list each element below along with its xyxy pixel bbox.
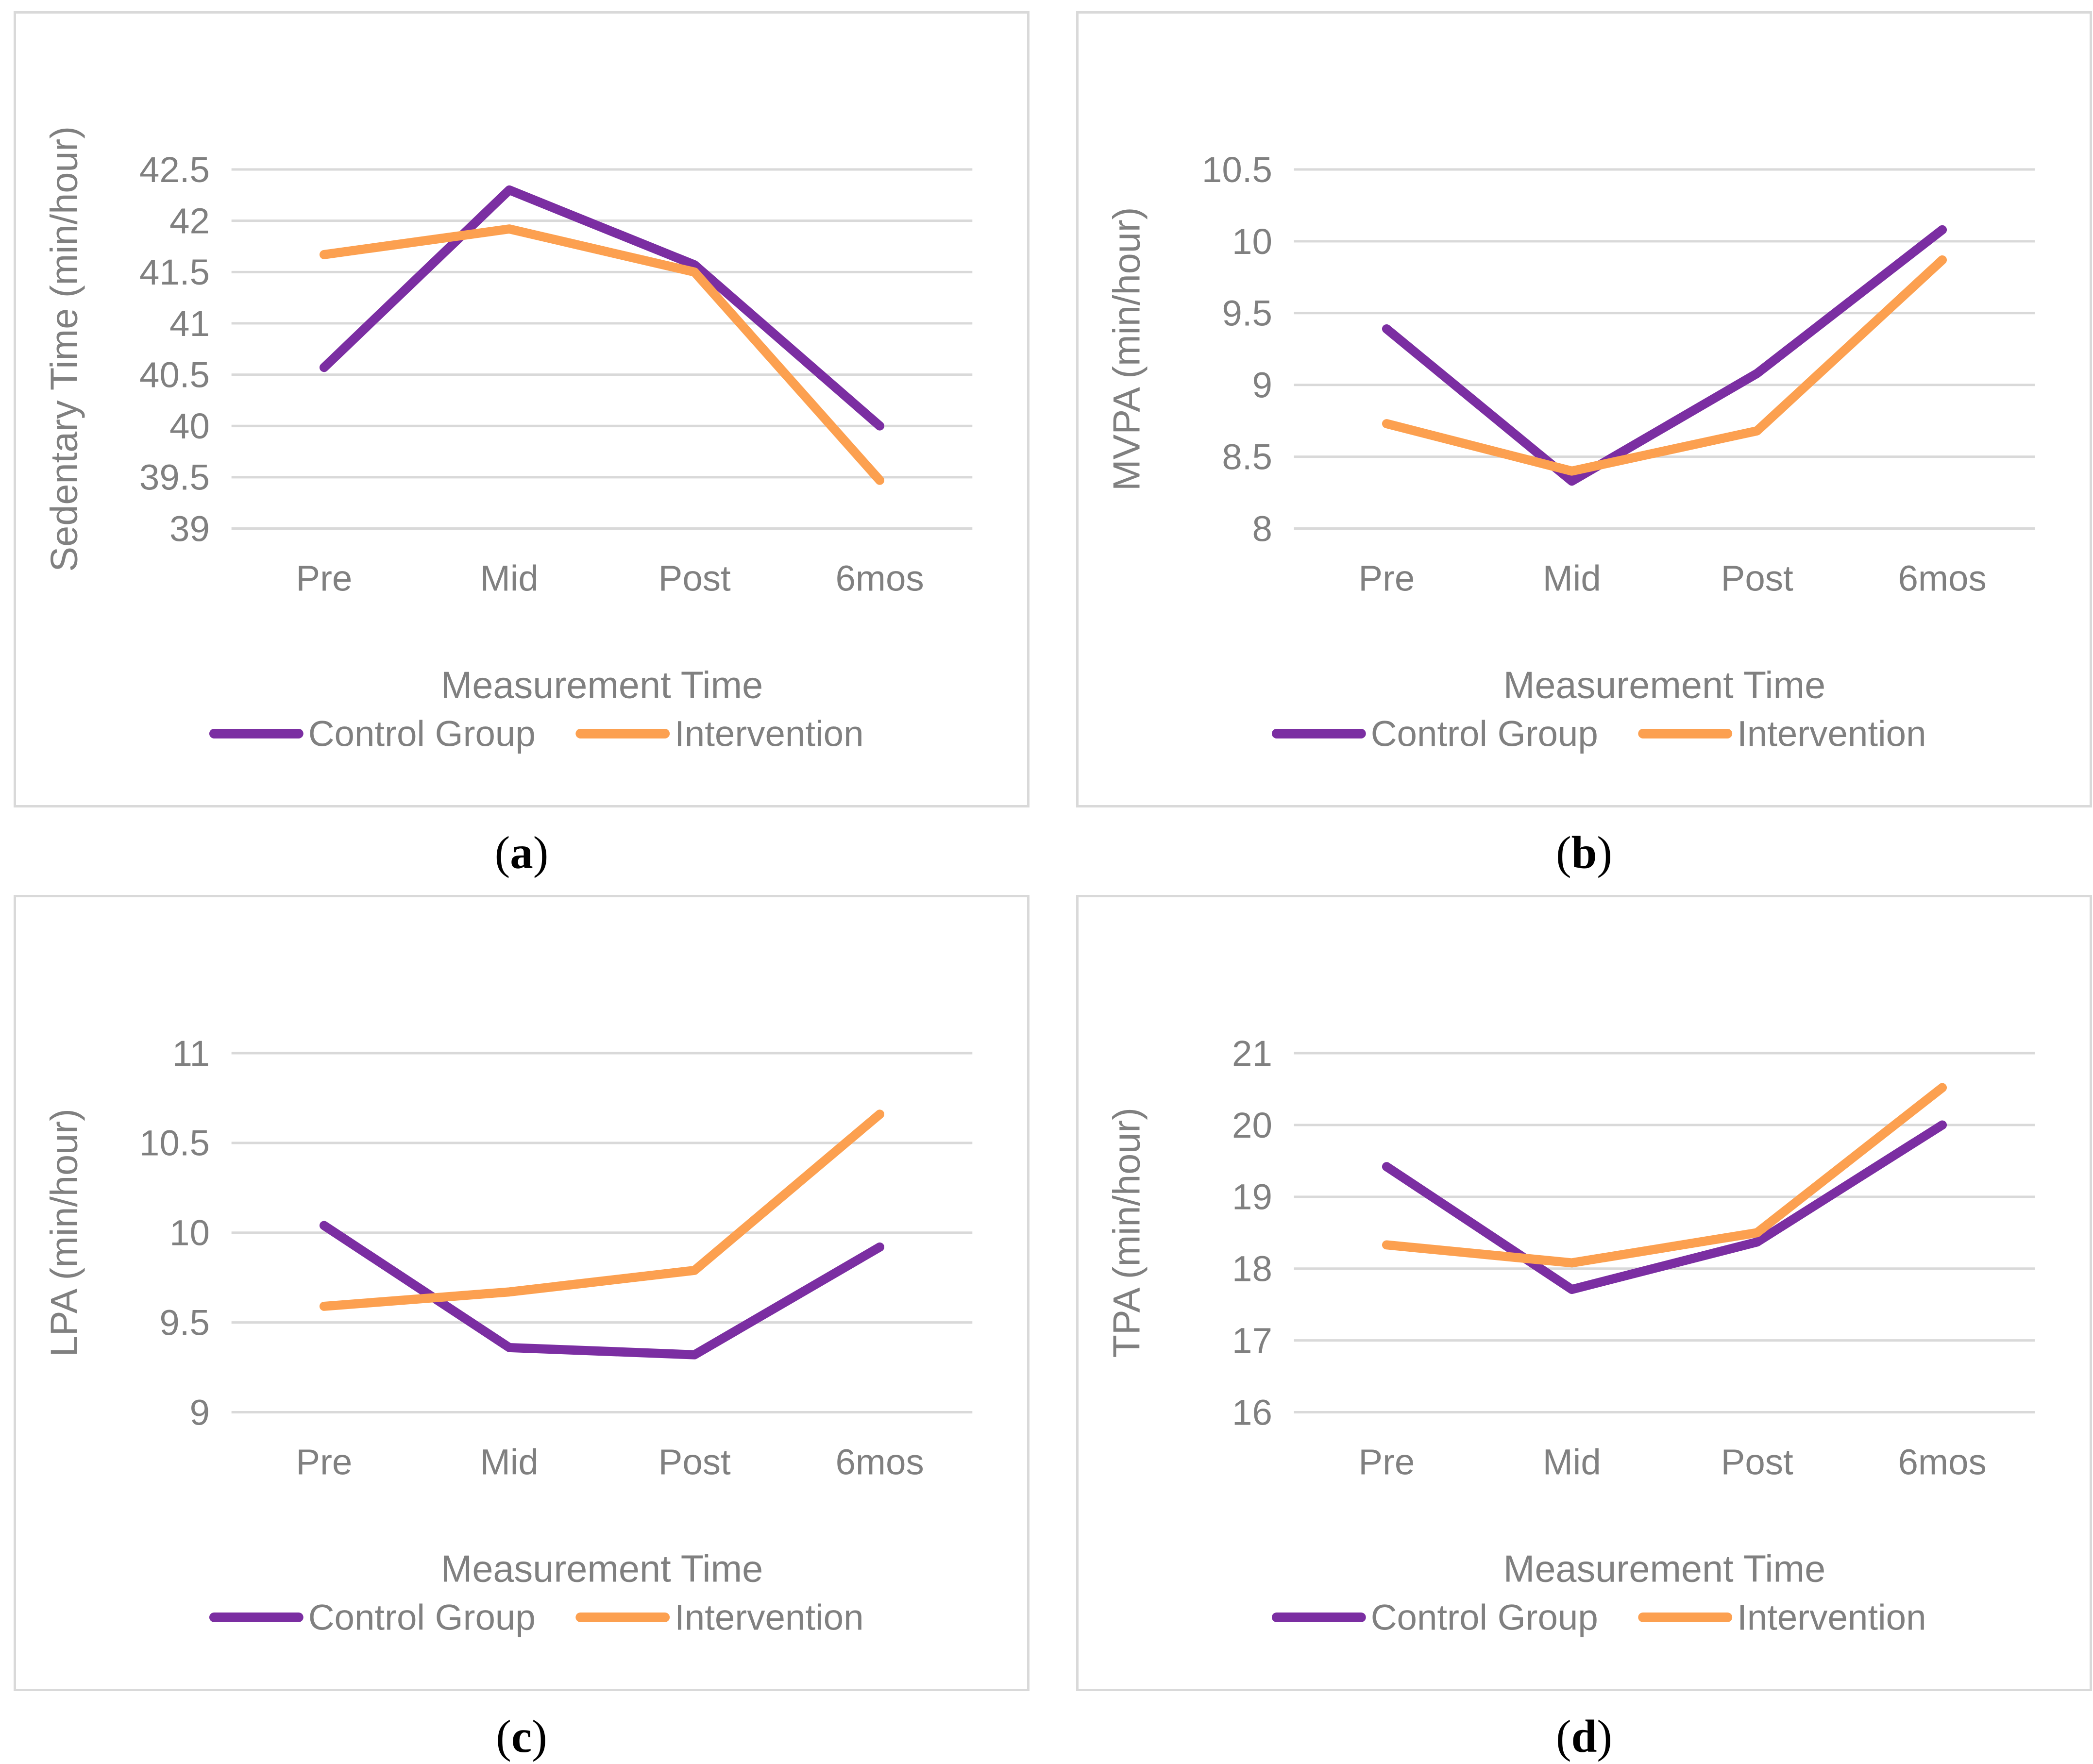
caption-letter: d bbox=[1571, 1711, 1597, 1762]
x-tick-label: Pre bbox=[1358, 1442, 1415, 1482]
caption-b: (b) bbox=[1556, 826, 1612, 879]
x-tick-label: Mid bbox=[480, 558, 539, 599]
chart-panel-a: 42.5 42 41.5 41 40.5 40 39.5 39 Pre Mid Post 6mos Se… bbox=[14, 11, 1030, 807]
x-axis-title: Measurement Time bbox=[441, 664, 763, 706]
series-line-intervention bbox=[319, 1109, 885, 1311]
x-tick-label: Pre bbox=[296, 1442, 352, 1482]
y-tick-label: 40 bbox=[169, 406, 210, 446]
series-line-control-group bbox=[319, 185, 885, 431]
y-tick-label: 16 bbox=[1232, 1392, 1272, 1432]
x-tick-label: Pre bbox=[296, 558, 352, 599]
x-tick-label: Post bbox=[1721, 1442, 1793, 1482]
y-tick-label: 21 bbox=[1232, 1033, 1272, 1074]
x-tick-label: 6mos bbox=[835, 1442, 924, 1482]
caption-c: (c) bbox=[496, 1710, 547, 1763]
series-line-control-group bbox=[1382, 225, 1947, 486]
caption-letter: a bbox=[510, 827, 533, 878]
caption-close-paren: ) bbox=[532, 1711, 547, 1762]
x-axis-title: Measurement Time bbox=[1503, 664, 1825, 706]
y-tick-label: 9 bbox=[189, 1392, 209, 1432]
y-tick-label: 10 bbox=[1232, 221, 1272, 262]
y-axis-title: TPA (min/hour) bbox=[1106, 1108, 1148, 1358]
x-tick-label: 6mos bbox=[1898, 558, 1986, 599]
y-tick-label: 8 bbox=[1252, 508, 1272, 549]
y-tick-label: 42.5 bbox=[139, 150, 210, 190]
y-tick-label: 9.5 bbox=[1222, 293, 1272, 334]
chart-panel-d: 21 20 19 18 17 16 Pre Mid Post 6mos TPA (min/hour)… bbox=[1076, 895, 2092, 1691]
x-tick-label: 6mos bbox=[1898, 1442, 1986, 1482]
x-tick-label: Post bbox=[1721, 558, 1793, 599]
legend-label-control-group: Control Group bbox=[308, 714, 536, 754]
y-tick-label: 10.5 bbox=[1202, 150, 1272, 190]
line-chart-mvpa: 10.5 10 9.5 9 8.5 8 Pre Mid Post 6mos MVPA (min/ho… bbox=[1106, 150, 2035, 754]
x-axis-title: Measurement Time bbox=[1503, 1548, 1825, 1590]
legend-label-intervention: Intervention bbox=[675, 714, 863, 754]
caption-close-paren: ) bbox=[1597, 827, 1613, 878]
legend-label-control-group: Control Group bbox=[1371, 714, 1598, 754]
caption-open-paren: ( bbox=[1555, 827, 1571, 878]
x-axis-title: Measurement Time bbox=[441, 1548, 763, 1590]
y-tick-label: 19 bbox=[1232, 1177, 1272, 1217]
x-tick-label: Post bbox=[658, 1442, 731, 1482]
caption-open-paren: ( bbox=[1555, 1711, 1571, 1762]
series-line-intervention bbox=[1382, 1083, 1947, 1268]
figure-a: 42.5 42 41.5 41 40.5 40 39.5 39 Pre Mid Post 6mos Se… bbox=[14, 11, 1030, 880]
caption-letter: c bbox=[511, 1711, 532, 1762]
y-tick-label: 39 bbox=[169, 508, 210, 549]
line-chart-sedentary: 42.5 42 41.5 41 40.5 40 39.5 39 Pre Mid Post 6mos Se… bbox=[44, 126, 973, 754]
line-chart-tpa: 21 20 19 18 17 16 Pre Mid Post 6mos TPA (min/hour)… bbox=[1106, 1033, 2035, 1638]
caption-d: (d) bbox=[1556, 1710, 1612, 1763]
caption-close-paren: ) bbox=[533, 827, 549, 878]
y-tick-label: 10.5 bbox=[139, 1123, 210, 1163]
y-tick-label: 18 bbox=[1232, 1249, 1272, 1289]
x-tick-label: Mid bbox=[1543, 558, 1601, 599]
y-tick-label: 41 bbox=[169, 303, 210, 344]
y-axis-title: Sedentary Time (min/hour) bbox=[44, 126, 85, 572]
x-tick-label: Mid bbox=[480, 1442, 539, 1482]
chart-panel-c: 11 10.5 10 9.5 9 Pre Mid Post 6mos LPA (min/hour)… bbox=[14, 895, 1030, 1691]
series-line-intervention bbox=[1382, 255, 1947, 476]
figure-d: 21 20 19 18 17 16 Pre Mid Post 6mos TPA (min/hour)… bbox=[1076, 895, 2092, 1764]
y-tick-label: 42 bbox=[169, 201, 210, 241]
caption-a: (a) bbox=[495, 826, 549, 879]
y-tick-label: 10 bbox=[169, 1213, 210, 1253]
y-tick-label: 40.5 bbox=[139, 354, 210, 395]
legend-label-intervention: Intervention bbox=[675, 1597, 863, 1638]
x-tick-label: Post bbox=[658, 558, 731, 599]
x-tick-label: Mid bbox=[1543, 1442, 1601, 1482]
figure-b: 10.5 10 9.5 9 8.5 8 Pre Mid Post 6mos MVPA (min/ho… bbox=[1076, 11, 2092, 880]
x-tick-label: Pre bbox=[1358, 558, 1415, 599]
y-tick-label: 9 bbox=[1252, 365, 1272, 405]
figure-grid: 42.5 42 41.5 41 40.5 40 39.5 39 Pre Mid Post 6mos Se… bbox=[14, 11, 2093, 1764]
y-axis-title: MVPA (min/hour) bbox=[1106, 207, 1148, 491]
legend-label-control-group: Control Group bbox=[1371, 1597, 1598, 1638]
y-tick-label: 39.5 bbox=[139, 457, 210, 498]
series-line-intervention bbox=[319, 224, 885, 485]
y-tick-label: 41.5 bbox=[139, 252, 210, 292]
y-tick-label: 8.5 bbox=[1222, 437, 1272, 477]
chart-panel-b: 10.5 10 9.5 9 8.5 8 Pre Mid Post 6mos MVPA (min/ho… bbox=[1076, 11, 2092, 807]
series-line-control-group bbox=[1382, 1120, 1947, 1294]
caption-letter: b bbox=[1571, 827, 1597, 878]
y-tick-label: 11 bbox=[172, 1033, 210, 1074]
y-tick-label: 17 bbox=[1232, 1320, 1272, 1361]
caption-close-paren: ) bbox=[1597, 1711, 1613, 1762]
legend-label-control-group: Control Group bbox=[308, 1597, 536, 1638]
caption-open-paren: ( bbox=[494, 827, 510, 878]
y-tick-label: 9.5 bbox=[159, 1302, 210, 1343]
caption-open-paren: ( bbox=[496, 1711, 511, 1762]
x-tick-label: 6mos bbox=[835, 558, 924, 599]
y-axis-title: LPA (min/hour) bbox=[44, 1109, 85, 1357]
series-line-control-group bbox=[319, 1221, 885, 1360]
figure-c: 11 10.5 10 9.5 9 Pre Mid Post 6mos LPA (min/hour)… bbox=[14, 895, 1030, 1764]
y-tick-label: 20 bbox=[1232, 1105, 1272, 1145]
legend-label-intervention: Intervention bbox=[1737, 1597, 1926, 1638]
legend-label-intervention: Intervention bbox=[1737, 714, 1926, 754]
line-chart-lpa: 11 10.5 10 9.5 9 Pre Mid Post 6mos LPA (min/hour)… bbox=[44, 1033, 973, 1638]
